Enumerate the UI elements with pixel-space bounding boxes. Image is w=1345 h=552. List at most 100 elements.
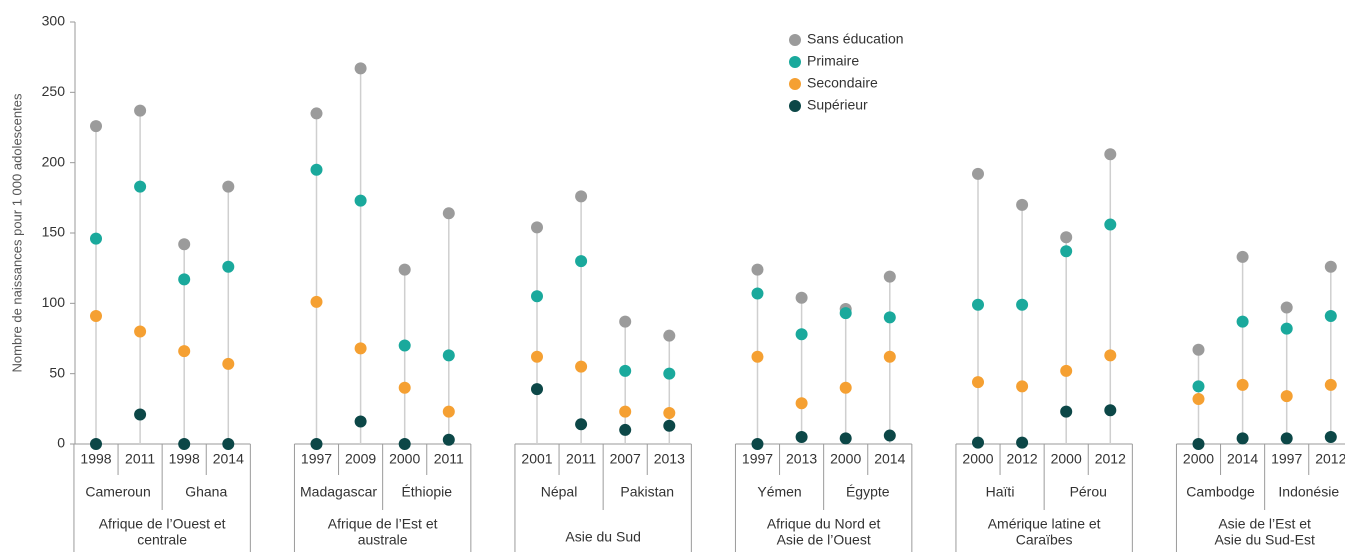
- dot: [1236, 378, 1249, 391]
- dot: [972, 376, 984, 389]
- x-tick-label: 1998: [80, 451, 111, 467]
- dot: [575, 360, 588, 373]
- country-label: Égypte: [846, 484, 890, 500]
- x-tick-label: 2000: [830, 451, 861, 467]
- dot: [531, 221, 543, 234]
- dot: [795, 397, 808, 410]
- dot: [354, 62, 367, 75]
- region-label: Asie du Sud: [565, 529, 641, 545]
- dot: [354, 415, 367, 428]
- dot: [310, 438, 323, 450]
- dot: [795, 328, 808, 341]
- region-label: Afrique de l’Est et: [328, 516, 438, 532]
- dot: [1236, 315, 1249, 328]
- x-tick-label: 2012: [1095, 451, 1126, 467]
- x-tick-label: 2001: [521, 451, 552, 467]
- region-label: Afrique du Nord et: [767, 516, 881, 532]
- x-tick-label: 2000: [962, 451, 993, 467]
- x-tick-label: 2011: [125, 451, 155, 467]
- dot: [839, 307, 852, 320]
- dot: [398, 263, 411, 276]
- country-label: Indonésie: [1278, 484, 1339, 500]
- region-label: Asie de l’Est et: [1218, 516, 1311, 532]
- x-tick-label: 1997: [742, 451, 773, 467]
- y-tick-label: 250: [42, 83, 66, 99]
- dot: [619, 423, 632, 436]
- dot: [839, 432, 852, 445]
- dot: [398, 339, 411, 352]
- dot: [134, 104, 147, 117]
- legend-swatch: [789, 56, 801, 68]
- dot: [1192, 380, 1205, 393]
- dot: [1280, 390, 1293, 403]
- legend-swatch: [789, 34, 801, 46]
- country-label: Cambodge: [1186, 484, 1255, 500]
- dot: [751, 287, 764, 300]
- region-label: Asie de l’Ouest: [777, 532, 871, 548]
- region-label: Amérique latine et: [988, 516, 1101, 532]
- dot: [663, 419, 676, 432]
- dot: [1016, 436, 1029, 449]
- x-tick-label: 2007: [610, 451, 641, 467]
- country-label: Népal: [541, 484, 578, 500]
- dot: [134, 408, 147, 421]
- region-label: Caraïbes: [1016, 532, 1073, 548]
- region-label: Asie du Sud-Est: [1214, 532, 1314, 548]
- dot: [442, 405, 455, 418]
- dot: [1016, 380, 1029, 393]
- y-tick-label: 200: [42, 153, 66, 169]
- x-tick-label: 2014: [1227, 451, 1258, 467]
- dot: [883, 270, 896, 283]
- dot: [354, 194, 367, 207]
- dot: [619, 405, 632, 418]
- dot: [1324, 378, 1337, 391]
- x-tick-label: 2000: [1051, 451, 1082, 467]
- dot: [90, 309, 102, 322]
- dot: [1060, 231, 1073, 244]
- country-label: Ghana: [185, 484, 227, 500]
- dot: [1104, 404, 1117, 417]
- x-tick-label: 1997: [1271, 451, 1302, 467]
- dot: [398, 381, 411, 394]
- dot: [883, 311, 896, 324]
- dot: [575, 418, 588, 431]
- dot: [1060, 245, 1073, 258]
- dot: [398, 438, 411, 450]
- dot: [222, 438, 235, 450]
- x-tick-label: 2014: [874, 451, 905, 467]
- dot: [1280, 301, 1293, 314]
- x-tick-label: 2013: [786, 451, 817, 467]
- dot: [1192, 438, 1205, 450]
- dot: [1280, 432, 1293, 445]
- dot: [442, 349, 455, 362]
- dot: [1236, 432, 1249, 445]
- y-tick-label: 100: [42, 294, 66, 310]
- country-label: Yémen: [757, 484, 801, 500]
- dot: [795, 430, 808, 443]
- dot: [178, 273, 191, 286]
- dot: [1016, 198, 1029, 211]
- dot: [90, 232, 102, 245]
- dot: [663, 407, 676, 420]
- x-tick-label: 2011: [566, 451, 596, 467]
- dot: [1104, 218, 1117, 231]
- dot: [751, 438, 764, 450]
- x-tick-label: 2013: [654, 451, 685, 467]
- dot: [134, 325, 147, 338]
- x-tick-label: 2014: [213, 451, 244, 467]
- x-tick-label: 1998: [169, 451, 200, 467]
- x-tick-label: 2000: [1183, 451, 1214, 467]
- dot: [972, 436, 984, 449]
- dot: [90, 120, 102, 133]
- dot: [751, 263, 764, 276]
- dot: [1324, 430, 1337, 443]
- dot: [1060, 364, 1073, 377]
- country-label: Pérou: [1070, 484, 1107, 500]
- dot: [1280, 322, 1293, 335]
- dot: [575, 190, 588, 203]
- x-tick-label: 1997: [301, 451, 332, 467]
- dot: [442, 433, 455, 446]
- dot: [663, 367, 676, 380]
